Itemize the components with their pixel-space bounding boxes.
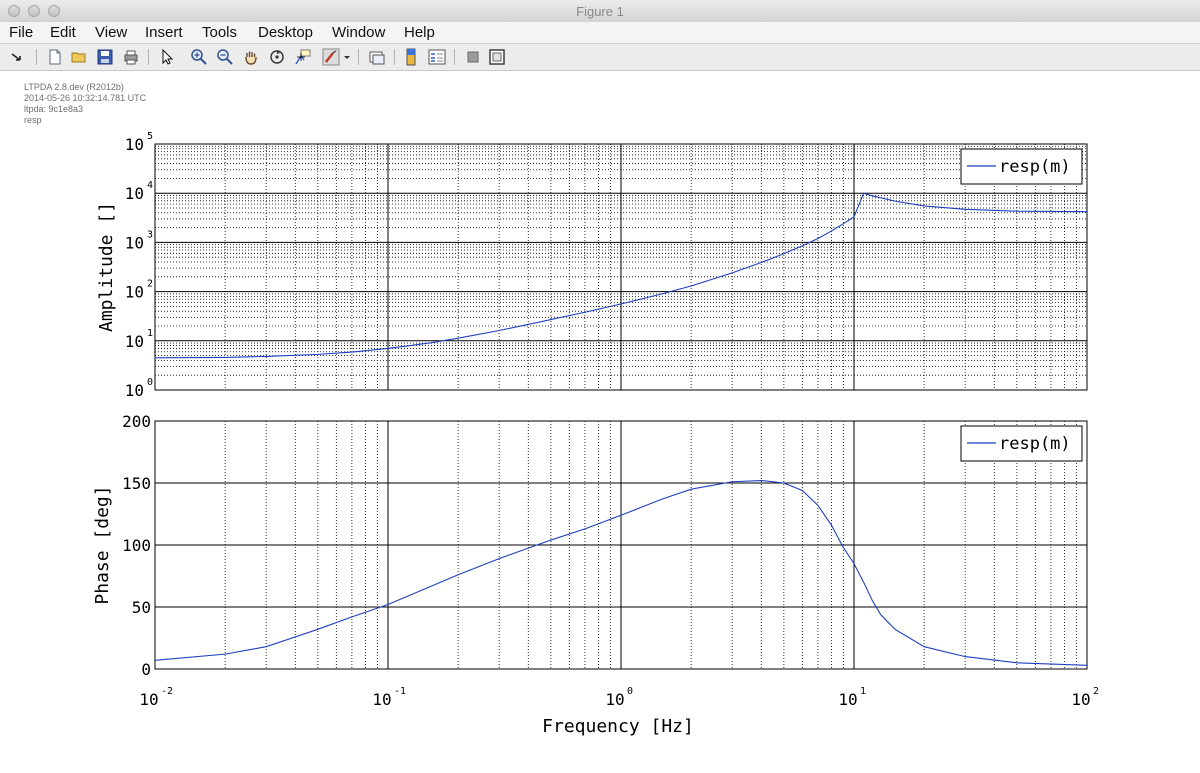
phase-y-tick-label: 50 xyxy=(132,598,151,617)
show-plot-tools-icon[interactable] xyxy=(488,48,506,66)
svg-text:10: 10 xyxy=(372,690,391,709)
svg-text:10: 10 xyxy=(838,690,857,709)
svg-text:10: 10 xyxy=(1071,690,1090,709)
phase-y-axis-label: Phase [deg] xyxy=(92,485,113,604)
minimize-window-button[interactable] xyxy=(28,5,40,17)
svg-text:3: 3 xyxy=(147,229,153,240)
figure-canvas: LTPDA 2.8.dev (R2012b) 2014-05-26 10:32:… xyxy=(0,71,1200,773)
svg-text:2: 2 xyxy=(147,279,153,290)
amplitude-y-tick-label: 10 3 xyxy=(125,229,153,252)
menu-bar: File Edit View Insert Tools Desktop Wind… xyxy=(0,22,1200,44)
toolbar-separator xyxy=(394,49,395,65)
new-figure-icon[interactable] xyxy=(46,48,64,66)
toolbar-separator xyxy=(454,49,455,65)
menu-tools[interactable]: Tools xyxy=(202,24,238,41)
menu-desktop[interactable]: Desktop xyxy=(258,24,314,41)
rotate-3d-icon[interactable] xyxy=(268,48,286,66)
amplitude-y-tick-label: 10 0 xyxy=(125,377,153,400)
amplitude-axes-box xyxy=(154,143,1088,391)
menu-view[interactable]: View xyxy=(95,24,128,41)
svg-text:10: 10 xyxy=(125,135,144,154)
annotation-hash: ltpda: 9c1e8a3 xyxy=(24,104,84,114)
open-icon[interactable] xyxy=(70,48,88,66)
zoom-window-button[interactable] xyxy=(48,5,60,17)
svg-text:-2: -2 xyxy=(161,686,173,697)
phase-x-tick-label: 10 2 xyxy=(1071,686,1099,709)
amplitude-legend: resp(m) xyxy=(960,148,1083,185)
annotation-version: LTPDA 2.8.dev (R2012b) xyxy=(24,82,124,92)
svg-text:4: 4 xyxy=(147,180,153,191)
phase-x-tick-label: 10 -2 xyxy=(139,686,173,709)
toolbar-separator xyxy=(36,49,37,65)
phase-legend-label: resp(m) xyxy=(999,434,1071,454)
phase-x-tick-label: 10 0 xyxy=(605,686,633,709)
phase-axes-box xyxy=(154,420,1088,670)
frequency-x-axis-label: Frequency [Hz] xyxy=(542,716,694,737)
svg-text:10: 10 xyxy=(125,332,144,351)
pan-hand-icon[interactable] xyxy=(242,48,260,66)
window-titlebar: Figure 1 xyxy=(0,0,1200,23)
menu-file[interactable]: File xyxy=(9,24,34,41)
print-icon[interactable] xyxy=(122,48,140,66)
svg-text:10: 10 xyxy=(125,381,144,400)
svg-text:10: 10 xyxy=(125,184,144,203)
data-cursor-icon[interactable] xyxy=(294,48,312,66)
toolbar-separator xyxy=(148,49,149,65)
amplitude-legend-label: resp(m) xyxy=(999,157,1071,177)
amplitude-y-tick-label: 10 1 xyxy=(125,328,153,351)
zoom-out-icon[interactable] xyxy=(216,48,234,66)
amplitude-y-tick-label: 10 2 xyxy=(125,279,153,302)
amplitude-y-tick-label: 10 4 xyxy=(125,180,153,203)
phase-series-line xyxy=(154,479,1088,666)
phase-x-tick-label: 10 -1 xyxy=(372,686,406,709)
zoom-in-icon[interactable] xyxy=(190,48,208,66)
phase-y-tick-label: 100 xyxy=(122,536,151,555)
annotation-timestamp: 2014-05-26 10:32:14.781 UTC xyxy=(24,93,147,103)
amplitude-y-tick-label: 10 5 xyxy=(125,131,153,154)
menu-window[interactable]: Window xyxy=(332,24,386,41)
svg-text:1: 1 xyxy=(147,328,153,339)
svg-text:10: 10 xyxy=(139,690,158,709)
brush-menu-icon[interactable] xyxy=(341,48,353,66)
menu-insert[interactable]: Insert xyxy=(145,24,183,41)
brush-icon[interactable] xyxy=(322,48,340,66)
phase-legend: resp(m) xyxy=(960,425,1083,462)
amplitude-y-axis-label: Amplitude [] xyxy=(96,202,117,332)
menu-edit[interactable]: Edit xyxy=(50,24,76,41)
svg-text:-1: -1 xyxy=(394,686,406,697)
arrow-dropdown-icon[interactable] xyxy=(8,48,26,66)
select-pointer-icon[interactable] xyxy=(158,48,176,66)
svg-text:0: 0 xyxy=(627,686,633,697)
phase-y-tick-label: 150 xyxy=(122,474,151,493)
svg-text:0: 0 xyxy=(147,377,153,388)
phase-y-tick-label: 0 xyxy=(141,660,151,679)
window-title: Figure 1 xyxy=(576,4,624,19)
save-icon[interactable] xyxy=(96,48,114,66)
phase-x-tick-label: 10 1 xyxy=(838,686,866,709)
svg-text:10: 10 xyxy=(125,233,144,252)
amplitude-series-line xyxy=(154,192,1088,359)
amplitude-plot: Amplitude [] resp(m) xyxy=(96,143,1088,391)
legend-icon[interactable] xyxy=(428,48,446,66)
svg-text:5: 5 xyxy=(147,131,153,142)
svg-text:10: 10 xyxy=(125,283,144,302)
svg-text:2: 2 xyxy=(1093,686,1099,697)
toolbar-separator xyxy=(358,49,359,65)
hide-plot-tools-icon[interactable] xyxy=(464,48,482,66)
menu-help[interactable]: Help xyxy=(404,24,435,41)
svg-text:1: 1 xyxy=(860,686,866,697)
svg-text:10: 10 xyxy=(605,690,624,709)
close-window-button[interactable] xyxy=(8,5,20,17)
phase-y-tick-label: 200 xyxy=(122,412,151,431)
colorbar-icon[interactable] xyxy=(402,48,420,66)
annotation-object: resp xyxy=(24,115,42,125)
link-plot-icon[interactable] xyxy=(368,48,386,66)
figure-toolbar xyxy=(0,44,1200,71)
